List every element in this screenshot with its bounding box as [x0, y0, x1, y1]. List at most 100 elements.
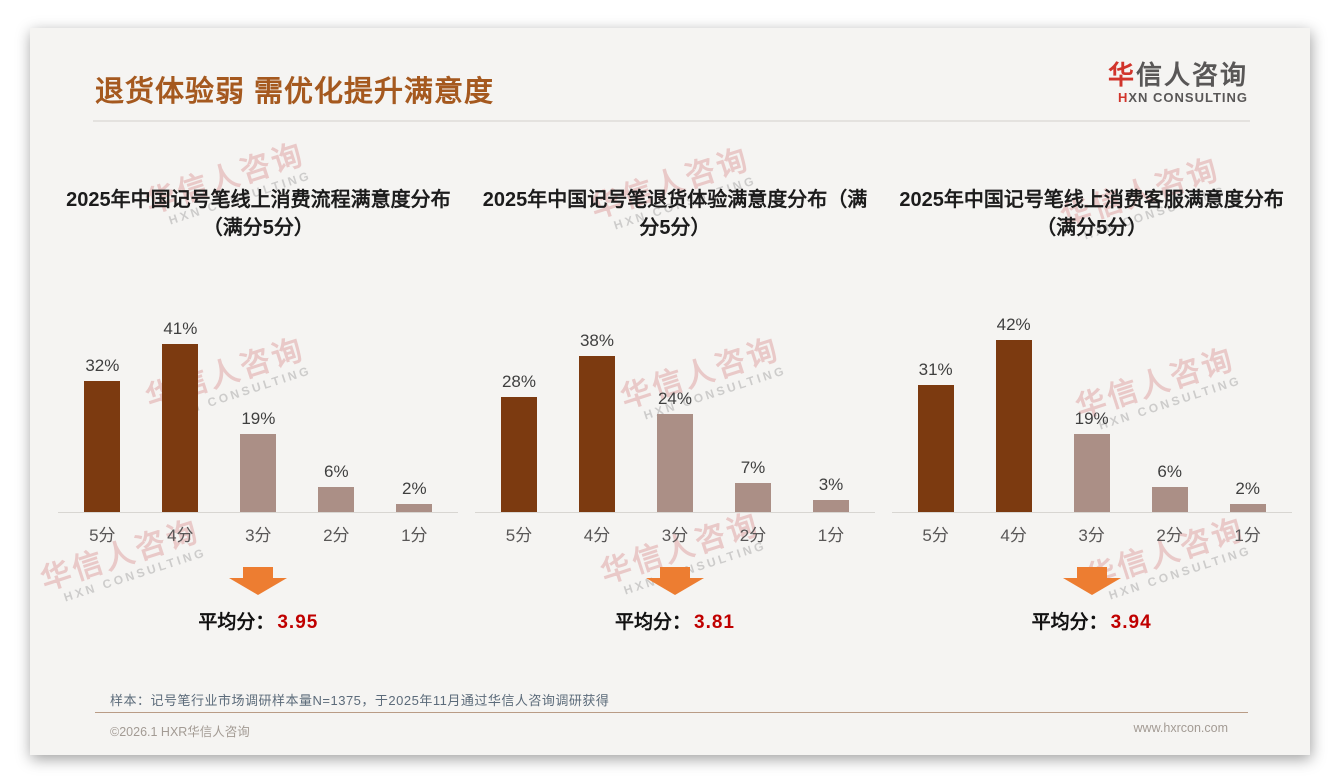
footer-divider — [95, 712, 1248, 713]
bar-value-label: 31% — [918, 360, 953, 379]
x-axis-line — [474, 512, 875, 513]
bar-plot: 28% 38% 24% 7% 3% 5分 4分 3分 2分 1分 — [467, 316, 884, 546]
charts-row: 2025年中国记号笔线上消费流程满意度分布（满分5分） 32% 41% 19% 6% 2… — [50, 178, 1300, 634]
bar-5分: 28% — [480, 372, 558, 512]
down-arrow-icon — [645, 567, 704, 595]
bar-5分: 32% — [63, 356, 141, 512]
category-label: 2分 — [739, 526, 767, 545]
company-logo: 华信人咨询 HXN CONSULTING — [1108, 61, 1248, 105]
bar-2分: 6% — [1131, 462, 1209, 512]
footer-website: www.hxrcon.com — [1133, 721, 1228, 735]
bars: 31% 42% 19% 6% 2% — [897, 315, 1287, 512]
bar-3分: 24% — [636, 389, 714, 512]
category-label: 4分 — [583, 526, 611, 545]
bar — [84, 381, 121, 512]
average-label: 平均分： — [614, 612, 691, 633]
average-value: 3.95 — [277, 612, 319, 633]
category-label: 2分 — [1156, 526, 1183, 545]
sample-note: 样本：记号笔行业市场调研样本量N=1375，于2025年11月通过华信人咨询调研… — [110, 693, 610, 708]
x-axis-labels: 5分 4分 3分 2分 1分 — [480, 521, 870, 546]
bar — [917, 385, 954, 512]
category-label: 1分 — [401, 526, 428, 545]
bar-plot: 31% 42% 19% 6% 2% 5分 4分 3分 2分 1分 — [883, 315, 1300, 546]
category-label: 5分 — [505, 526, 533, 545]
bar — [734, 483, 771, 512]
logo-english-name: HXN CONSULTING — [1108, 89, 1248, 105]
bar-value-label: 7% — [740, 458, 766, 477]
category-label: 2分 — [323, 526, 350, 545]
x-axis-labels: 5分 4分 3分 2分 1分 — [897, 521, 1287, 546]
logo-en-accent: H — [1117, 89, 1129, 105]
bar — [500, 397, 537, 512]
down-arrow-icon — [1062, 567, 1121, 595]
bar — [1151, 487, 1188, 512]
down-arrow-icon — [229, 567, 288, 595]
bar — [995, 340, 1032, 512]
average-score: 平均分： 3.94 — [883, 607, 1300, 634]
page-title: 退货体验弱 需优化提升满意度 — [95, 76, 495, 108]
bar-value-label: 41% — [163, 319, 198, 338]
bar-2分: 7% — [714, 458, 792, 512]
bar-value-label: 32% — [85, 356, 120, 375]
category-label: 4分 — [1000, 526, 1027, 545]
bar-value-label: 6% — [324, 462, 349, 481]
average-score: 平均分： 3.95 — [50, 607, 467, 634]
bars: 32% 41% 19% 6% 2% — [63, 316, 453, 512]
category-label: 1分 — [1234, 526, 1261, 545]
category-label: 5分 — [89, 526, 116, 545]
category-label: 1分 — [817, 526, 845, 545]
bar-plot: 32% 41% 19% 6% 2% 5分 4分 3分 2分 1分 — [50, 316, 467, 546]
x-axis-line — [891, 512, 1292, 513]
bar-1分: 2% — [375, 479, 453, 512]
bar-value-label: 3% — [818, 475, 844, 494]
category-label: 5分 — [922, 526, 949, 545]
chart-process-satisfaction: 2025年中国记号笔线上消费流程满意度分布（满分5分） 32% 41% 19% 6% 2… — [50, 178, 467, 634]
bar-2分: 6% — [297, 462, 375, 512]
bar-value-label: 28% — [501, 372, 536, 391]
bar-value-label: 19% — [1074, 409, 1109, 428]
bar-1分: 3% — [792, 475, 870, 512]
chart-title: 2025年中国记号笔退货体验满意度分布（满分5分） — [482, 189, 868, 239]
chart-title: 2025年中国记号笔线上消费流程满意度分布（满分5分） — [66, 189, 451, 239]
bar — [396, 504, 433, 512]
bars: 28% 38% 24% 7% 3% — [480, 316, 870, 512]
average-label: 平均分： — [1031, 612, 1108, 633]
bar-4分: 38% — [558, 331, 636, 512]
chart-return-satisfaction: 2025年中国记号笔退货体验满意度分布（满分5分） 28% 38% 24% 7% 3% … — [467, 178, 884, 634]
logo-en-rest: XN CONSULTING — [1128, 89, 1248, 105]
bar-value-label: 24% — [657, 389, 692, 408]
x-axis-labels: 5分 4分 3分 2分 1分 — [63, 521, 453, 546]
logo-cn-rest: 信人咨询 — [1135, 60, 1248, 90]
bar — [578, 356, 615, 512]
bar-3分: 19% — [1053, 409, 1131, 512]
bar — [240, 434, 277, 512]
bar — [1229, 504, 1266, 512]
x-axis-line — [58, 512, 459, 513]
bar-1分: 2% — [1209, 479, 1287, 512]
bar-4分: 42% — [975, 315, 1053, 512]
logo-chinese-name: 华信人咨询 — [1108, 61, 1248, 90]
bar-value-label: 19% — [241, 409, 276, 428]
average-score: 平均分： 3.81 — [467, 607, 884, 634]
logo-cn-accent: 华 — [1107, 60, 1136, 90]
bar-value-label: 2% — [1235, 479, 1260, 498]
category-label: 4分 — [167, 526, 194, 545]
bar — [162, 344, 199, 512]
bar-5分: 31% — [897, 360, 975, 512]
average-label: 平均分： — [198, 612, 275, 633]
bar-4分: 41% — [141, 319, 219, 512]
chart-service-satisfaction: 2025年中国记号笔线上消费客服满意度分布（满分5分） 31% 42% 19% 6% 2… — [883, 178, 1300, 634]
bar-value-label: 6% — [1157, 462, 1182, 481]
bar — [318, 487, 355, 512]
title-divider — [93, 120, 1250, 122]
category-label: 3分 — [245, 526, 272, 545]
bar — [812, 500, 849, 512]
chart-title: 2025年中国记号笔线上消费客服满意度分布（满分5分） — [899, 189, 1284, 239]
bar — [1073, 434, 1110, 512]
bar-3分: 19% — [219, 409, 297, 512]
bar-value-label: 42% — [996, 315, 1031, 334]
footer-copyright: ©2026.1 HXR华信人咨询 — [110, 725, 250, 739]
bar-value-label: 2% — [402, 479, 427, 498]
category-label: 3分 — [1078, 526, 1105, 545]
bar-value-label: 38% — [579, 331, 614, 350]
